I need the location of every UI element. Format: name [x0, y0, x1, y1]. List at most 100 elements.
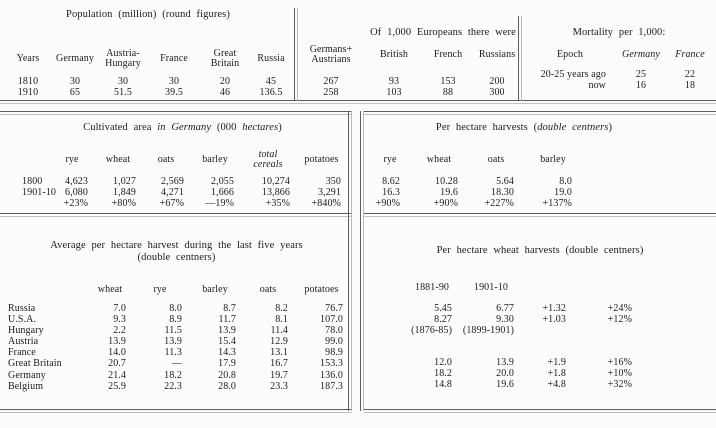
table-cell: +24% [607, 303, 632, 314]
table-row: Germany 21.4 18.2 20.8 19.7 136.0 [4, 370, 349, 381]
table-cell: 8.0 [559, 176, 572, 187]
column-header-rye: rye [153, 283, 167, 295]
table-cell: 1,849 [113, 187, 136, 199]
table-cell: +90% [375, 198, 400, 210]
table-cell: U.S.A. [8, 314, 37, 326]
table-cell: 18.30 [491, 187, 514, 199]
table-cell: +16% [607, 357, 632, 368]
per-hectare-section: Per hectare harvests (double centners) r… [366, 118, 710, 210]
table-cell: 28.0 [218, 380, 236, 392]
table-cell: 14.8 [434, 379, 452, 390]
title-part: ) [278, 122, 282, 133]
table-cell: 19.6 [440, 187, 458, 199]
table-cell: 9.30 [496, 314, 514, 325]
table-cell: now [588, 80, 606, 92]
table-cell: 19.0 [554, 187, 572, 199]
table-cell [574, 325, 640, 336]
table-cell: 1,027 [113, 176, 136, 187]
table-row: 20-25 years ago 25 22 [526, 63, 712, 80]
title-line-1: Average per hectare harvest during the l… [50, 240, 303, 251]
header-row: Germans+ Austrians British French Russia… [298, 42, 522, 68]
table-cell: 12.9 [270, 336, 288, 348]
table-cell: 6,080 [65, 187, 88, 199]
table-cell: 2,569 [161, 176, 184, 187]
column-header-germans-austrians: Germans+ Austrians [309, 43, 353, 65]
table-cell: 8.27 [434, 314, 452, 325]
table-cell: 20.0 [496, 368, 514, 379]
cultivated-rows: 1800 4,623 1,027 2,569 2,055 10,274 350 1901-10… [6, 173, 347, 210]
title-part: Per hectare harvests ( [435, 122, 538, 133]
table-cell: 3,291 [318, 187, 341, 199]
column-header-russia: Russia [257, 52, 285, 64]
wheat-harvest-title: Per hectare wheat harvests (double centn… [436, 245, 644, 256]
vertical-rule [294, 8, 298, 101]
column-header-1881-90: 1881-90 [414, 281, 450, 293]
table-cell: 16.7 [270, 358, 288, 370]
horizontal-rule [0, 111, 352, 115]
table-cell: 187.3 [320, 380, 343, 392]
mortality-table: Epoch Germany France 20-25 years ago 25 22… [526, 47, 712, 91]
table-cell: 9.3 [113, 314, 126, 326]
header-row: rye wheat oats barley total cereals pota… [6, 147, 347, 173]
average-harvest-section: Average per hectare harvest during the l… [4, 240, 349, 392]
table-cell: +1.9 [547, 357, 566, 368]
table-cell: +12% [607, 314, 632, 325]
column-header-barley: barley [202, 283, 228, 295]
table-row: 1800 4,623 1,027 2,569 2,055 10,274 350 [6, 173, 347, 187]
table-cell: 136.5 [259, 87, 283, 99]
cultivated-table: rye wheat oats barley total cereals pota… [6, 147, 347, 210]
table-cell: Hungary [8, 325, 44, 337]
table-cell: +137% [542, 198, 572, 210]
spacer-cell [6, 147, 50, 173]
header-row: 1881-90 1901-10 [404, 277, 640, 295]
spacer-cell [574, 277, 640, 295]
table-cell: 14.0 [108, 347, 126, 359]
table-cell: +840% [311, 198, 341, 210]
table-cell: 267 [323, 76, 339, 87]
table-cell: 8.62 [382, 176, 400, 187]
table-cell: 8.1 [275, 314, 288, 326]
table-cell: +227% [484, 198, 514, 210]
cultivated-title: Cultivated area in Germany (000 hectares… [6, 118, 347, 134]
per-hectare-rows: 8.62 10.28 5.64 8.0 16.3 19.6 18.30 19.0 +90% +90… [370, 173, 582, 210]
wheat-harvest-table-upper: 1881-90 1901-10 5.45 6.77 +1.32 +24% 8.27 9.3… [404, 277, 640, 336]
table-cell: 12.0 [434, 357, 452, 368]
table-cell: 20.7 [108, 358, 126, 370]
table-cell: 51.5 [114, 87, 132, 99]
table-row: 12.0 13.9 +1.9 +16% [404, 357, 640, 368]
horizontal-rule [0, 100, 716, 104]
table-row: (1876-85) (1899-1901) [404, 325, 640, 336]
table-cell: (1876-85) [411, 325, 452, 336]
table-row: 1901-10 6,080 1,849 4,271 1,666 13,866 3,291 [6, 187, 347, 198]
table-cell: 11.4 [270, 325, 288, 337]
table-row: now 16 18 [526, 80, 712, 91]
column-header-france: France [675, 48, 705, 60]
table-cell: 20.8 [218, 369, 236, 381]
table-row: 16.3 19.6 18.30 19.0 [370, 187, 582, 198]
table-row: +23% +80% +67% —19% +35% +840% [6, 198, 347, 209]
table-cell: 5.64 [496, 176, 514, 187]
column-header-france: France [160, 52, 188, 64]
population-table: Years Germany Austria- Hungary France Gr… [4, 47, 292, 98]
horizontal-rule [0, 409, 352, 413]
table-row: 5.45 6.77 +1.32 +24% [404, 295, 640, 314]
spacer-cell [298, 20, 364, 42]
table-cell: 18 [684, 80, 696, 92]
table-cell: 13.9 [108, 336, 126, 348]
column-header-wheat: wheat [426, 153, 452, 165]
vertical-rule [348, 111, 352, 411]
table-row: U.S.A. 9.3 8.9 11.7 8.1 107.0 [4, 314, 349, 325]
vertical-rule [360, 111, 364, 411]
table-cell: Germany [8, 369, 46, 381]
table-cell: 20 [219, 76, 231, 87]
table-row: 8.27 9.30 +1.03 +12% [404, 314, 640, 325]
table-cell: 258 [323, 87, 339, 99]
table-cell: 2,055 [211, 176, 234, 187]
column-header-germany: Germany [56, 52, 94, 64]
table-cell: 65 [69, 87, 81, 99]
table-row: 18.2 20.0 +1.8 +10% [404, 368, 640, 379]
title-part: ) [608, 122, 613, 133]
mortality-section: Mortality per 1,000: Epoch Germany Franc… [526, 26, 712, 91]
table-cell: +67% [159, 198, 184, 210]
column-header-rye: rye [383, 153, 397, 165]
